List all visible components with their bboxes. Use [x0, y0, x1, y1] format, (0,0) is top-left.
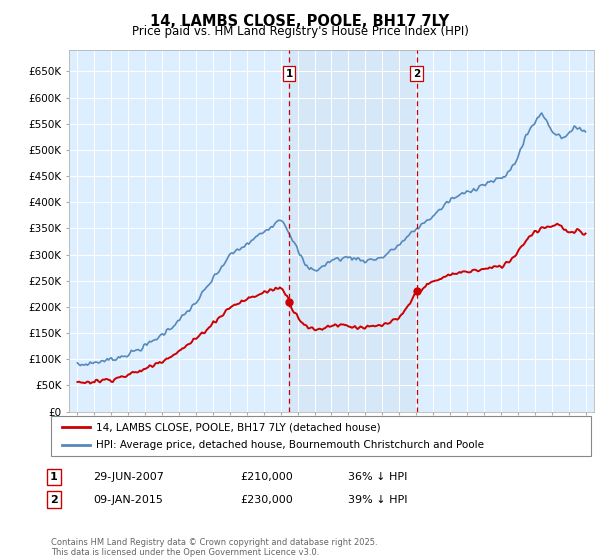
Text: HPI: Average price, detached house, Bournemouth Christchurch and Poole: HPI: Average price, detached house, Bour…: [96, 440, 484, 450]
Text: 1: 1: [286, 69, 293, 79]
Text: 2: 2: [413, 69, 421, 79]
Text: Contains HM Land Registry data © Crown copyright and database right 2025.
This d: Contains HM Land Registry data © Crown c…: [51, 538, 377, 557]
Text: 09-JAN-2015: 09-JAN-2015: [93, 494, 163, 505]
Text: 39% ↓ HPI: 39% ↓ HPI: [348, 494, 407, 505]
Text: 1: 1: [50, 472, 58, 482]
Text: 36% ↓ HPI: 36% ↓ HPI: [348, 472, 407, 482]
Text: £230,000: £230,000: [240, 494, 293, 505]
Bar: [289, 50, 416, 412]
Text: 14, LAMBS CLOSE, POOLE, BH17 7LY (detached house): 14, LAMBS CLOSE, POOLE, BH17 7LY (detach…: [96, 422, 380, 432]
Text: Price paid vs. HM Land Registry's House Price Index (HPI): Price paid vs. HM Land Registry's House …: [131, 25, 469, 38]
Text: 29-JUN-2007: 29-JUN-2007: [93, 472, 164, 482]
Text: 14, LAMBS CLOSE, POOLE, BH17 7LY: 14, LAMBS CLOSE, POOLE, BH17 7LY: [151, 14, 449, 29]
Text: 2: 2: [50, 494, 58, 505]
Text: £210,000: £210,000: [240, 472, 293, 482]
